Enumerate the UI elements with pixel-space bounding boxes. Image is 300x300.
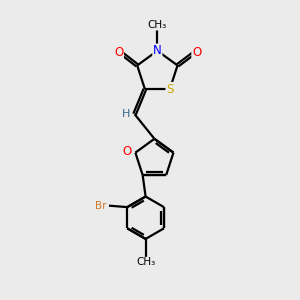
Text: H: H xyxy=(122,109,130,118)
Text: CH₃: CH₃ xyxy=(136,257,155,268)
Text: N: N xyxy=(153,44,162,57)
Text: Br: Br xyxy=(95,201,106,211)
Text: O: O xyxy=(192,46,201,59)
Text: CH₃: CH₃ xyxy=(148,20,167,30)
Text: S: S xyxy=(166,82,173,96)
Text: O: O xyxy=(122,145,132,158)
Text: O: O xyxy=(114,46,123,59)
